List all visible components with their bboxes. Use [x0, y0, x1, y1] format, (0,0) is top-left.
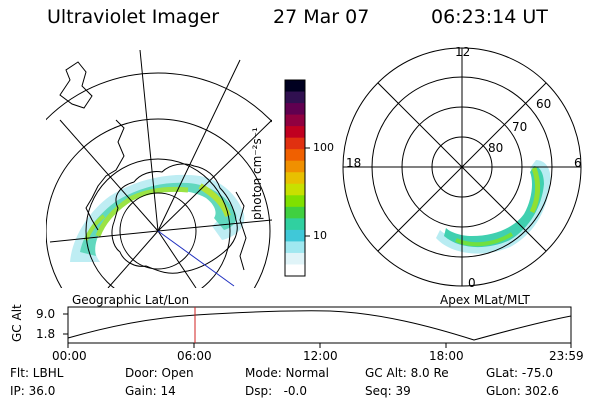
terminator-line: [157, 230, 235, 287]
aurora-oval-geographic: [70, 174, 245, 262]
colorbar-swatch: [285, 160, 305, 173]
mlat-80-label: 80: [488, 141, 504, 155]
status-gain: Gain: 14: [125, 384, 176, 398]
mlt-6-label: 6: [574, 156, 582, 170]
colorbar-tick-100: 100: [313, 141, 334, 154]
colorbar-swatch: [285, 126, 305, 139]
date-label: 27 Mar 07: [273, 6, 370, 28]
colorbar-swatch: [285, 137, 305, 150]
geographic-caption: Geographic Lat/Lon: [72, 293, 190, 307]
time-label: 06:23:14 UT: [431, 6, 548, 28]
alt-tick-9: 9.0: [36, 307, 56, 321]
colorbar-swatch: [285, 206, 305, 219]
coastline: [111, 163, 238, 274]
colorbar-unit: photon cm⁻²s⁻¹: [250, 127, 264, 220]
gc-alt-axis-label: GC Alt: [10, 304, 24, 342]
altitude-curve: [67, 310, 572, 341]
apex-caption: Apex MLat/MLT: [440, 293, 530, 307]
colorbar: [285, 80, 305, 277]
status-door: Door: Open: [125, 366, 194, 380]
mlat-70-label: 70: [512, 120, 528, 134]
colorbar-swatch: [285, 252, 305, 266]
magnetic-polar-plot: [342, 47, 582, 287]
alt-tick-1-8: 1.8: [36, 327, 56, 341]
mlt-0-label: 0: [468, 276, 476, 290]
status-glat: GLat: -75.0: [486, 366, 553, 380]
altitude-plot: [63, 306, 572, 348]
status-seq: Seq: 39: [365, 384, 411, 398]
geographic-map: [46, 50, 272, 288]
colorbar-swatch: [285, 80, 305, 93]
colorbar-frame: [284, 79, 306, 277]
time-tick-0600: 06:00: [177, 349, 212, 363]
colorbar-tick-10: 10: [313, 229, 327, 242]
colorbar-swatch: [285, 91, 305, 104]
colorbar-swatch: [285, 241, 305, 254]
colorbar-swatch: [285, 264, 305, 277]
colorbar-swatch: [285, 114, 305, 127]
aurora-oval-magnetic: [436, 160, 551, 254]
mlt-12-label: 12: [455, 45, 471, 59]
time-tick-1800: 18:00: [429, 349, 464, 363]
status-dsp: Dsp: -0.0: [245, 384, 308, 398]
colorbar-swatch: [285, 172, 305, 185]
colorbar-swatch: [285, 229, 305, 243]
mlat-60-label: 60: [536, 97, 552, 111]
status-filter: Flt: LBHL: [10, 366, 64, 380]
colorbar-swatch: [285, 183, 305, 196]
colorbar-swatch: [285, 195, 305, 208]
status-gc-alt: GC Alt: 8.0 Re: [365, 366, 449, 380]
colorbar-swatch: [285, 103, 305, 116]
mlt-18-label: 18: [346, 156, 362, 170]
time-tick-2359: 23:59: [549, 349, 584, 363]
status-glon: GLon: 302.6: [486, 384, 559, 398]
colorbar-swatch: [285, 149, 305, 162]
status-mode: Mode: Normal: [245, 366, 329, 380]
status-ip: IP: 36.0: [10, 384, 56, 398]
instrument-title: Ultraviolet Imager: [47, 6, 220, 28]
time-tick-1200: 12:00: [303, 349, 338, 363]
time-tick-0000: 00:00: [52, 349, 87, 363]
colorbar-swatch: [285, 218, 305, 231]
